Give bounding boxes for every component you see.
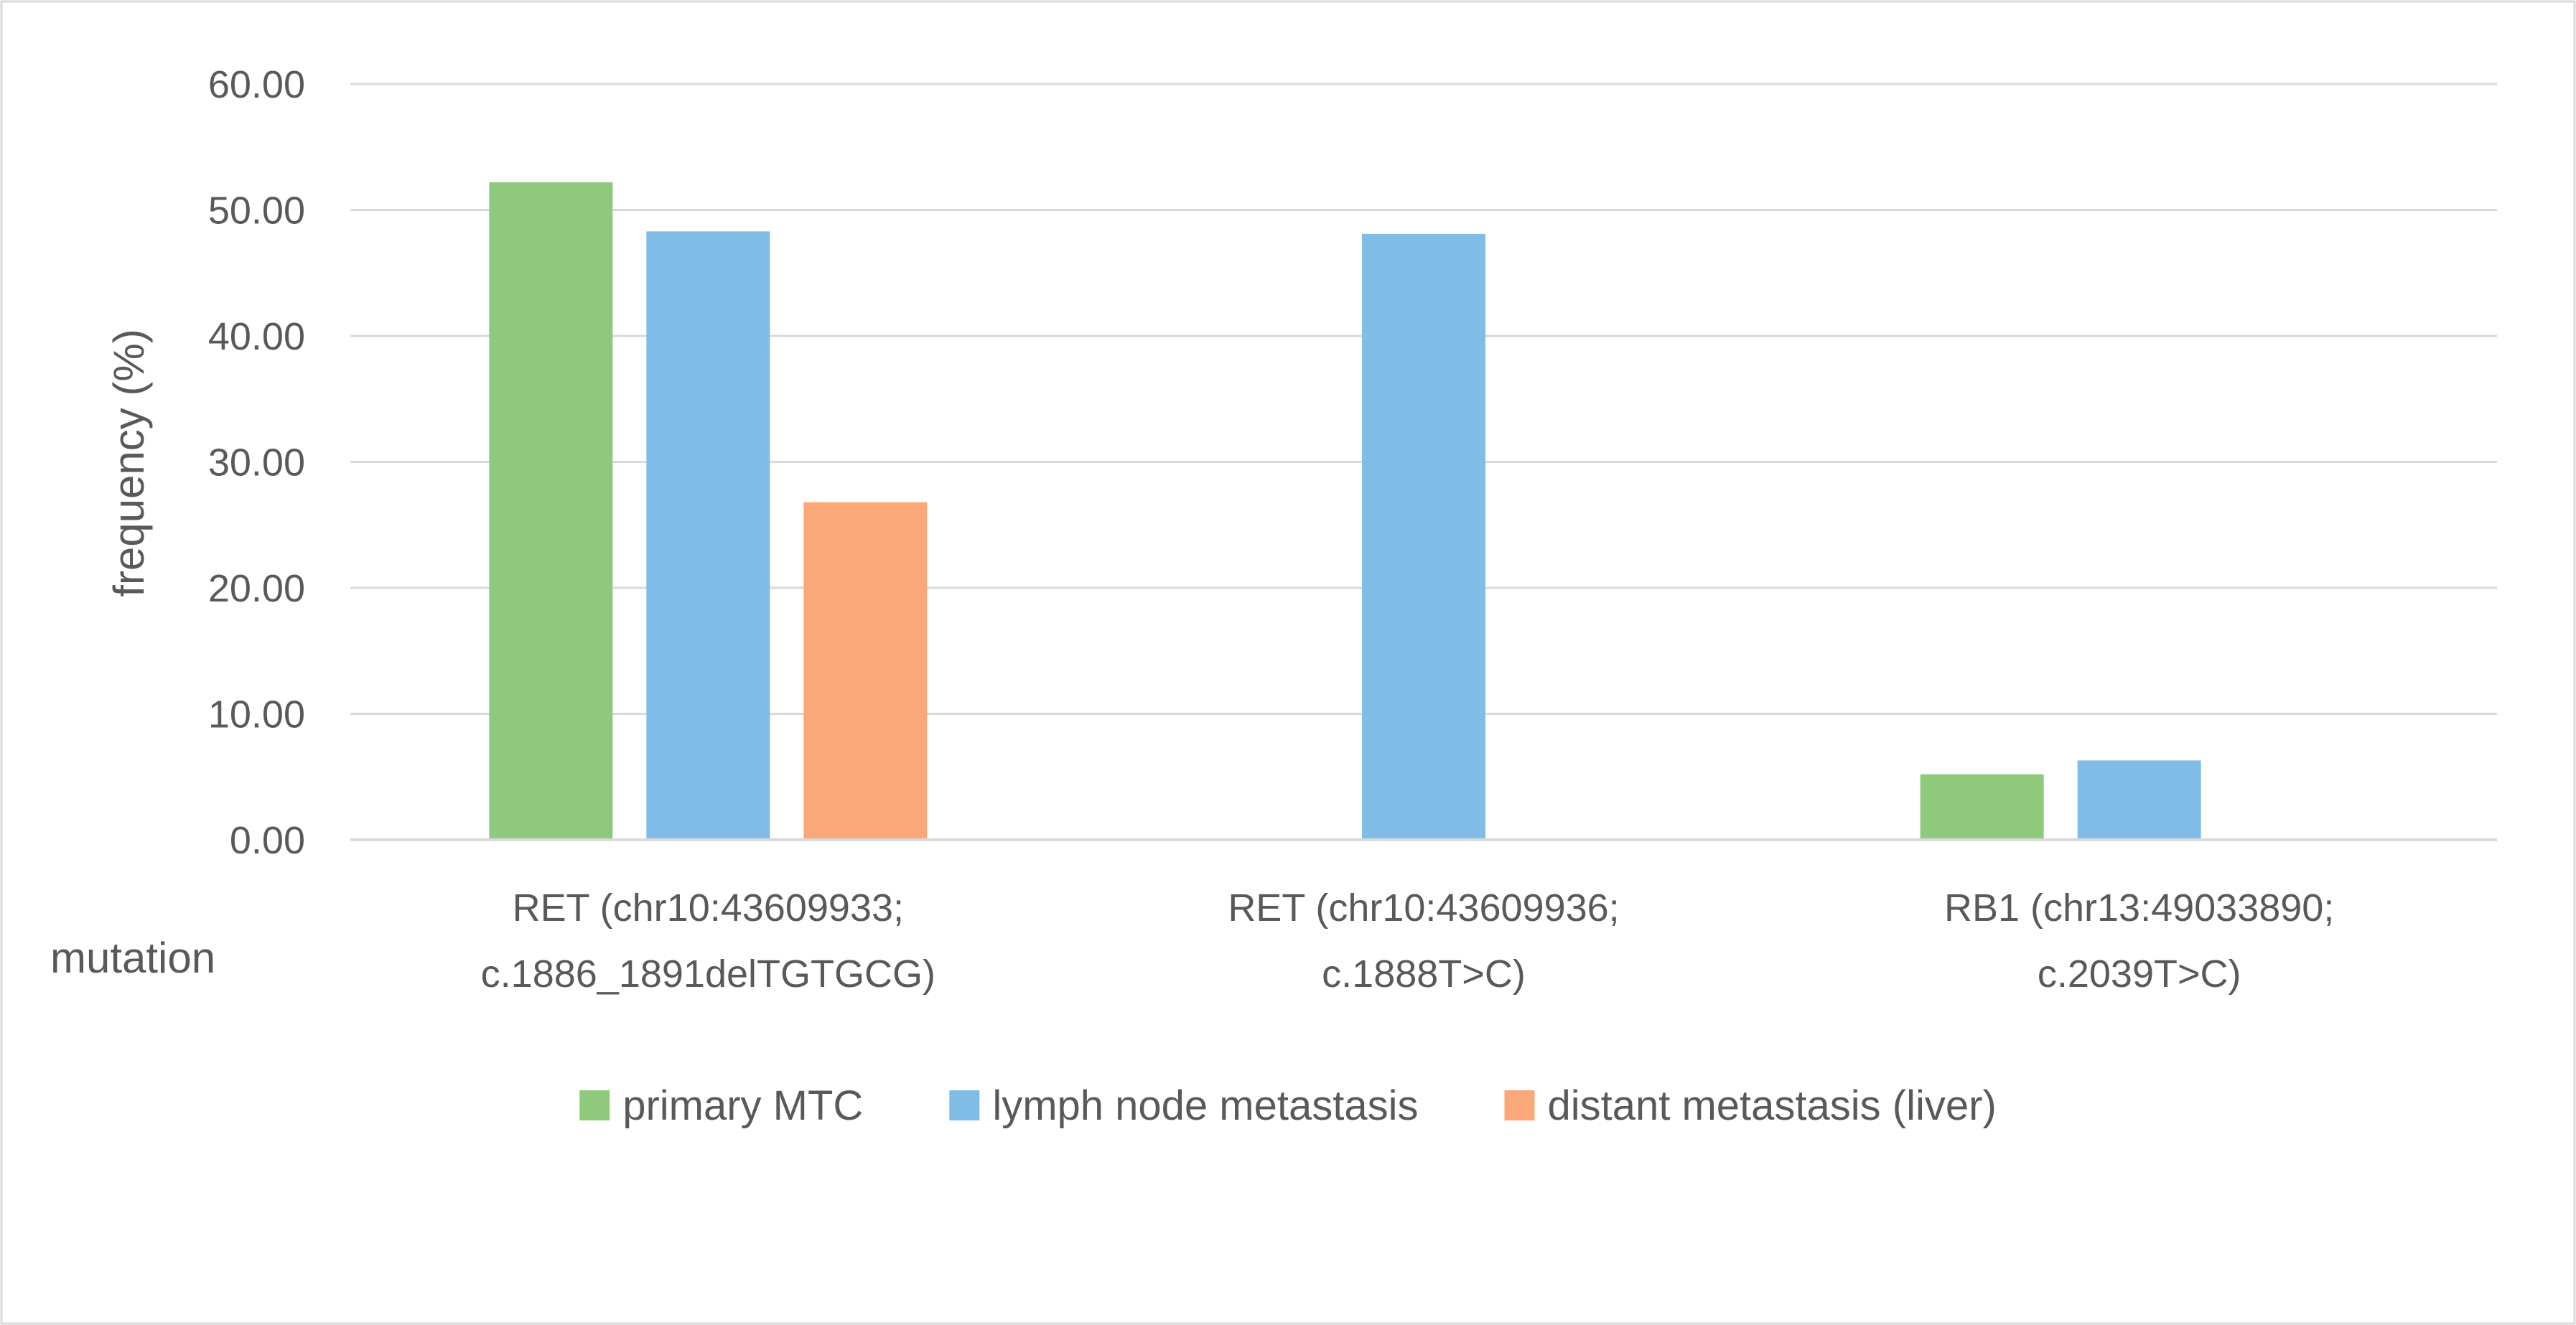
legend-item: distant metastasis (liver) xyxy=(1504,1082,1997,1129)
bar xyxy=(1362,233,1485,841)
legend-label: lymph node metastasis xyxy=(992,1082,1418,1129)
bar xyxy=(803,502,928,840)
bar xyxy=(646,231,770,841)
category-label-line1: RB1 (chr13:49033890; xyxy=(1944,886,2334,930)
legend-swatch xyxy=(949,1090,980,1120)
y-tick-label: 10.00 xyxy=(208,693,305,736)
y-tick-label: 30.00 xyxy=(208,441,305,484)
y-tick-label: 20.00 xyxy=(208,567,305,610)
legend-item: primary MTC xyxy=(579,1082,863,1129)
bar xyxy=(2077,760,2201,840)
y-tick-label: 0.00 xyxy=(230,819,305,862)
legend-swatch xyxy=(579,1090,610,1120)
category-label-line1: RET (chr10:43609936; xyxy=(1228,886,1619,930)
y-tick-label: 40.00 xyxy=(208,315,305,358)
category-label-line2: c.2039T>C) xyxy=(2038,952,2241,996)
legend: primary MTC lymph node metastasis distant … xyxy=(579,1082,1997,1129)
x-axis-title: mutation xyxy=(50,934,215,982)
legend-label: distant metastasis (liver) xyxy=(1547,1082,1996,1129)
category-labels: RET (chr10:43609933; c.1886_1891delTGTGCG… xyxy=(481,886,2335,996)
bar xyxy=(1920,774,2044,840)
y-tick-label: 60.00 xyxy=(208,63,305,106)
bar xyxy=(489,182,613,840)
bars xyxy=(489,182,2201,841)
legend-swatch xyxy=(1504,1090,1535,1120)
y-tick-labels: 0.00 10.00 20.00 30.00 40.00 50.00 60.00 xyxy=(208,63,305,862)
legend-item: lymph node metastasis xyxy=(949,1082,1418,1129)
y-axis-title: frequency (%) xyxy=(105,329,153,596)
y-tick-label: 50.00 xyxy=(208,189,305,233)
legend-label: primary MTC xyxy=(622,1082,863,1129)
category-label-line2: c.1888T>C) xyxy=(1322,952,1526,996)
category-label-line2: c.1886_1891delTGTGCG) xyxy=(481,952,935,996)
category-label-line1: RET (chr10:43609933; xyxy=(513,886,904,930)
